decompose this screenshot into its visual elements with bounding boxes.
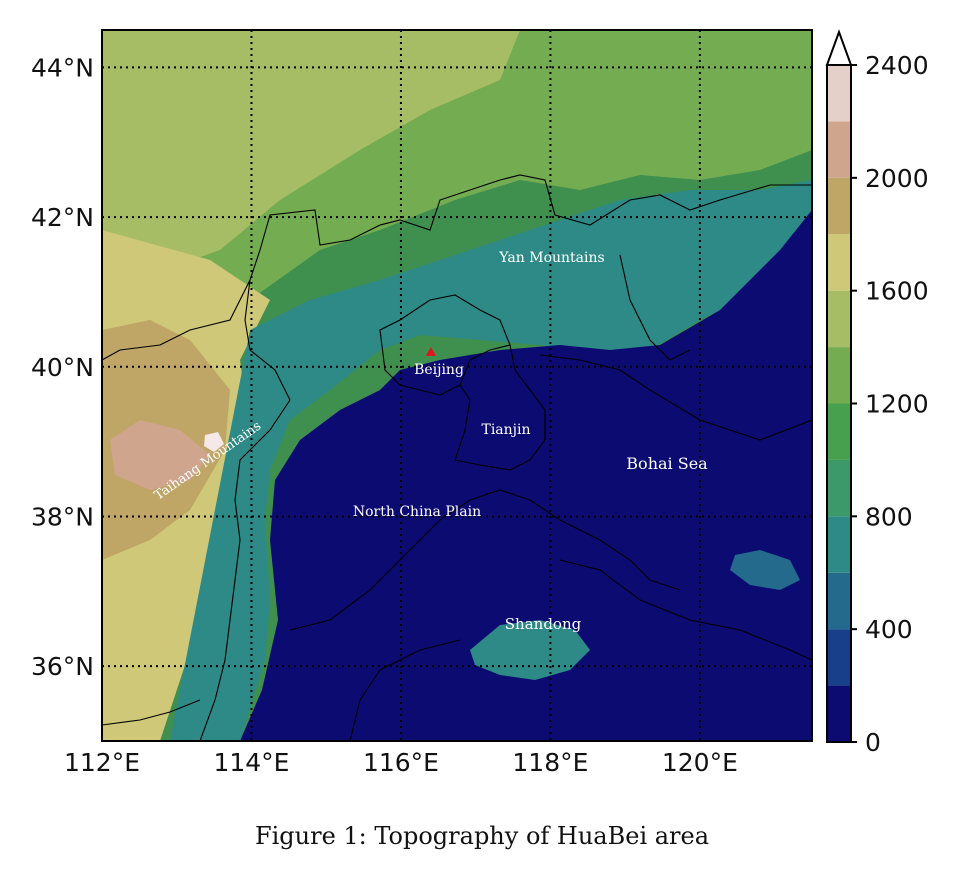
province-border <box>379 294 511 396</box>
colorbar-band <box>827 177 851 235</box>
coastline <box>539 354 812 441</box>
colorbar-extend-arrow <box>825 29 853 66</box>
colorbar-band <box>827 685 851 742</box>
colorbar-band <box>827 121 851 178</box>
colorbar-band <box>827 629 851 686</box>
colorbar-band <box>827 347 851 404</box>
lat-tick-label: 38°N <box>31 502 94 531</box>
lon-gridlines <box>102 30 701 741</box>
colorbar-band <box>827 516 851 573</box>
liaodong-islands <box>730 550 800 590</box>
colorbar-tick-label: 400 <box>865 615 913 644</box>
label-north-china-plain: North China Plain <box>353 504 481 520</box>
taihang-peaks <box>110 420 210 490</box>
province-border <box>289 489 681 631</box>
lon-tick-label: 116°E <box>363 748 439 777</box>
figure-caption: Figure 1: Topography of HuaBei area <box>254 822 710 850</box>
lat-tick-label: 44°N <box>31 53 94 82</box>
lat-tick-label: 42°N <box>31 203 94 232</box>
colorbar-tick-label: 2400 <box>865 51 929 80</box>
colorbar-tick-label: 2000 <box>865 164 929 193</box>
label-beijing: Beijing <box>414 362 464 378</box>
colorbar-tick-label: 0 <box>865 728 881 757</box>
province-border <box>102 174 812 361</box>
map-panel: Yan Mountains Beijing Tianjin Bohai Sea … <box>102 30 812 741</box>
shandong-uplands <box>470 620 590 680</box>
colorbar-band <box>827 290 851 348</box>
lat-tick-label: 40°N <box>31 353 94 382</box>
beijing-marker-icon <box>425 346 436 356</box>
province-border <box>454 344 546 471</box>
colorbar-tick-label: 800 <box>865 502 913 531</box>
province-borders <box>102 174 812 741</box>
lon-tick-label: 118°E <box>512 748 588 777</box>
label-shandong: Shandong <box>505 615 582 633</box>
province-border <box>619 254 691 361</box>
label-tianjin: Tianjin <box>481 422 530 438</box>
lon-tick-labels: 112°E 114°E 116°E 118°E 120°E <box>64 748 738 777</box>
mountain-foot-transition <box>170 180 812 741</box>
lat-tick-label: 36°N <box>31 652 94 681</box>
province-border <box>102 699 201 726</box>
colorbar-band <box>827 459 851 517</box>
colorbar-band <box>827 234 851 291</box>
lat-gridlines <box>102 66 812 668</box>
north-china-plain-and-bohai-sea <box>240 210 812 741</box>
lon-tick-label: 120°E <box>662 748 738 777</box>
colorbar-bands <box>827 32 851 742</box>
coastline <box>559 559 812 661</box>
label-yan-mountains: Yan Mountains <box>498 250 604 266</box>
province-border <box>349 639 461 741</box>
colorbar-ticks: 0 400 800 1200 1600 2000 2400 <box>851 51 929 757</box>
map-frame <box>101 29 813 742</box>
lon-tick-label: 112°E <box>64 748 140 777</box>
province-border <box>199 279 291 741</box>
taihang-snow <box>204 432 224 452</box>
colorbar-tick-label: 1200 <box>865 390 929 419</box>
lat-tick-labels: 36°N 38°N 40°N 42°N 44°N <box>31 53 94 681</box>
colorbar: 0 400 800 1200 1600 2000 2400 <box>825 29 929 757</box>
colorbar-band <box>827 572 851 630</box>
label-bohai-sea: Bohai Sea <box>626 454 708 473</box>
colorbar-band <box>827 403 851 460</box>
lon-tick-label: 114°E <box>213 748 289 777</box>
northern-upper-plateau <box>102 30 520 285</box>
colorbar-tick-label: 1600 <box>865 277 929 306</box>
colorbar-band <box>827 65 851 122</box>
